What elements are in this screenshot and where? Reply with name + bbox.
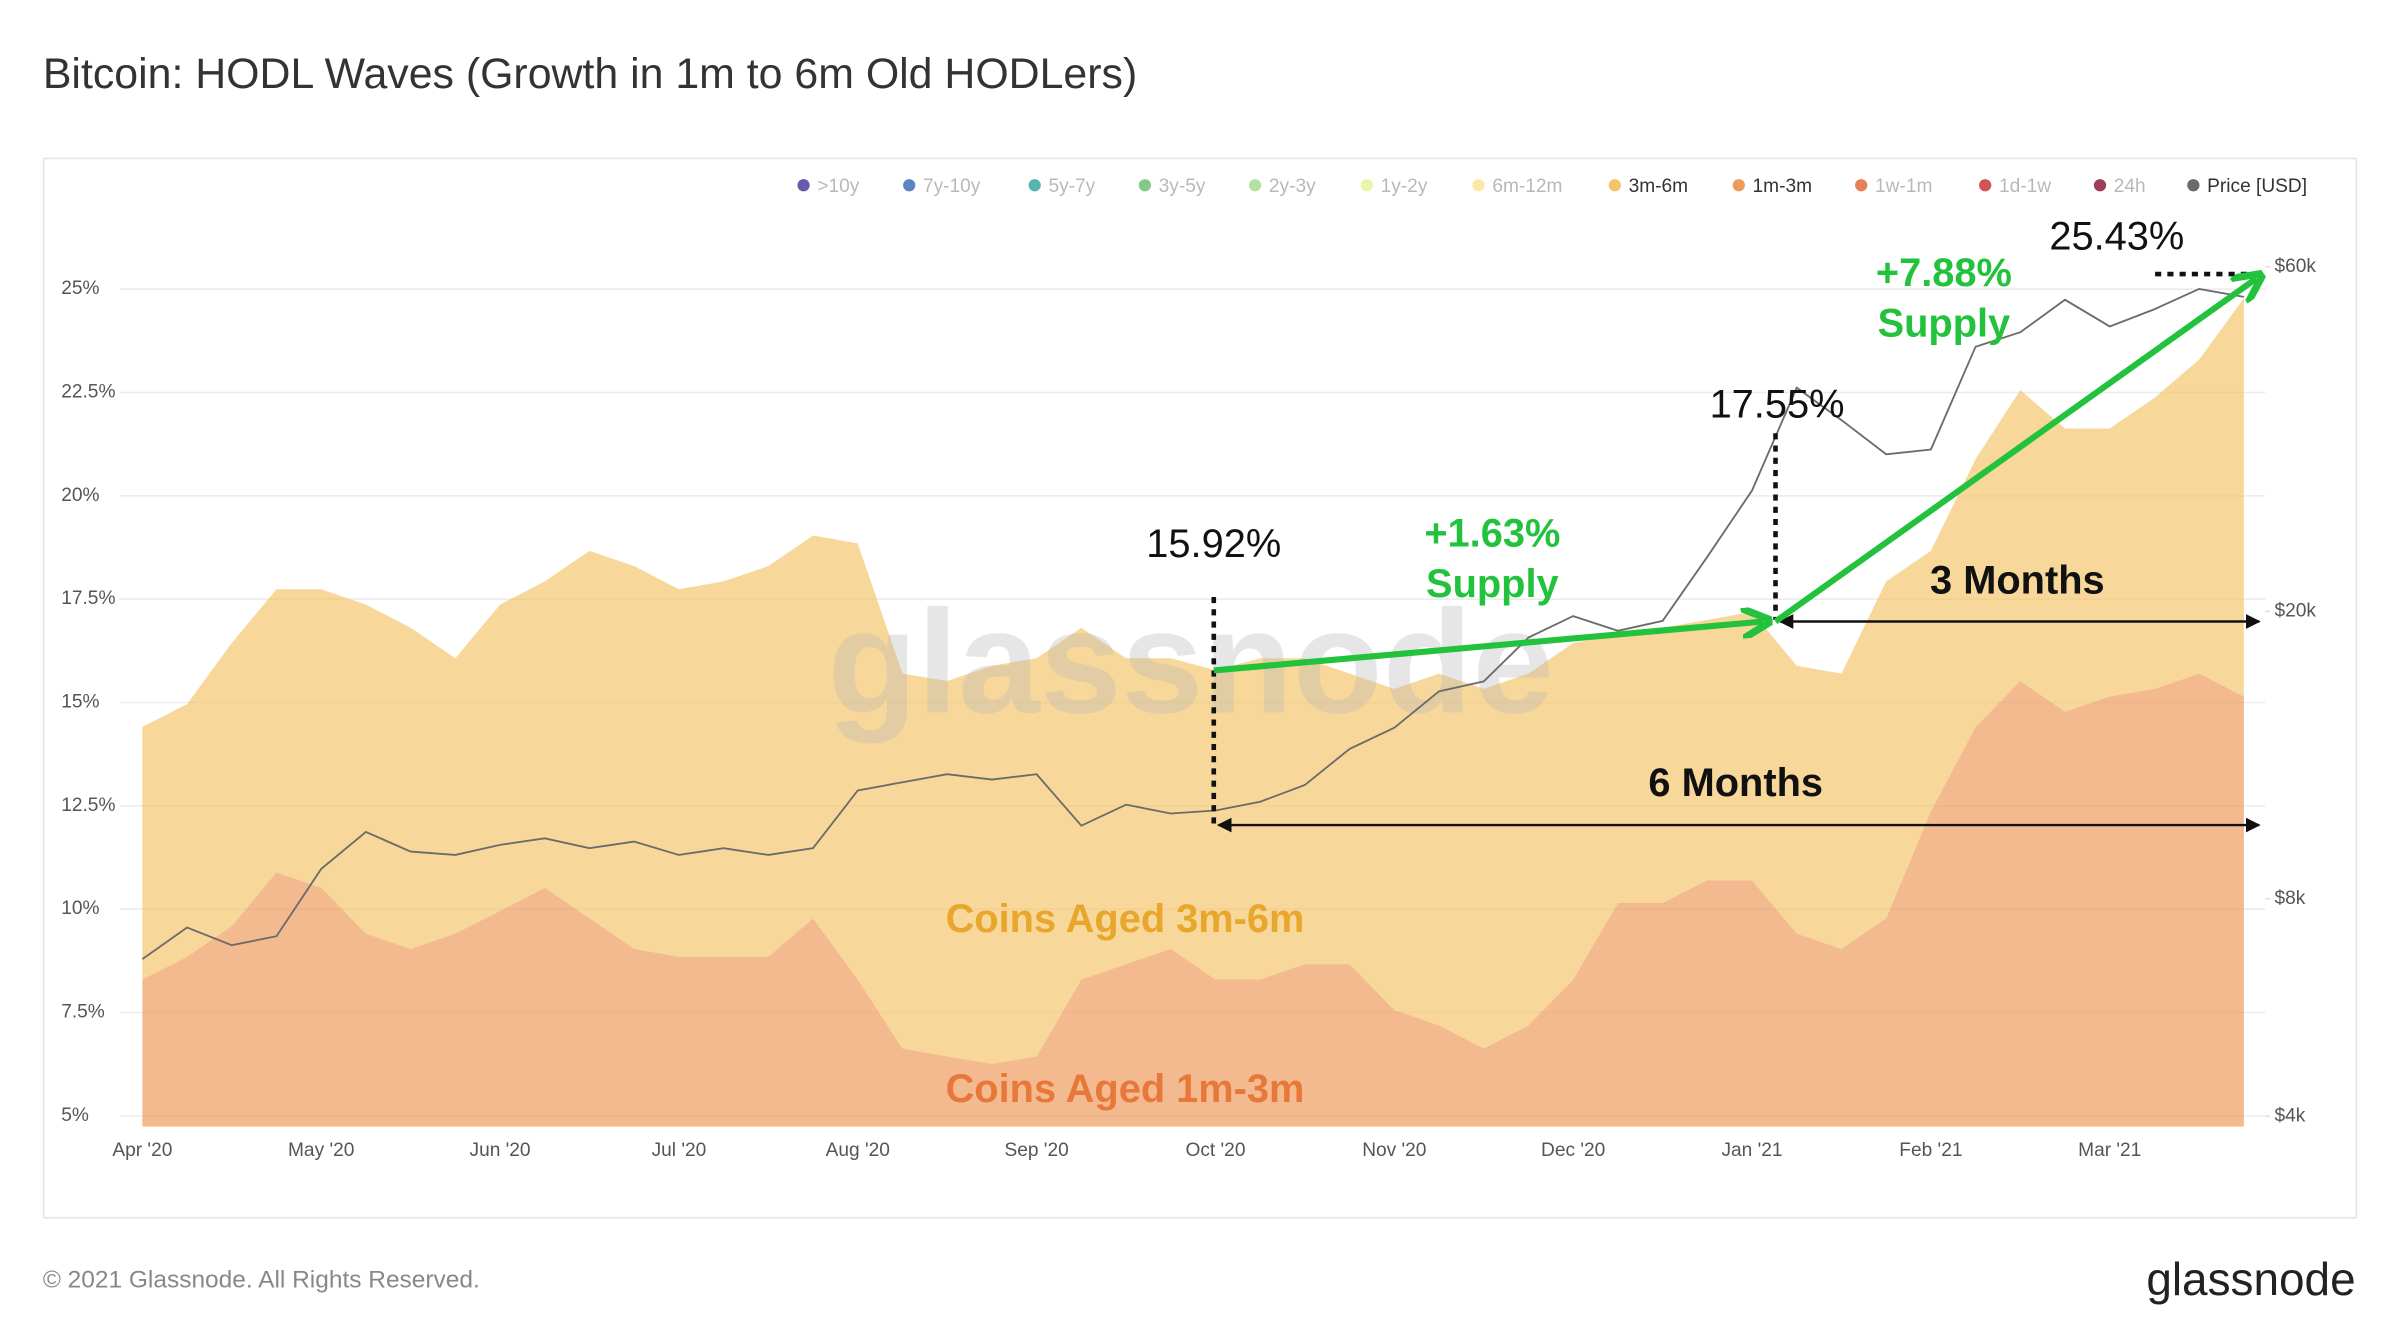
legend-marker (1732, 179, 1745, 192)
copyright: © 2021 Glassnode. All Rights Reserved. (43, 1267, 480, 1294)
growth-arrow (1773, 279, 2257, 624)
legend-label: 2y-3y (1269, 176, 1316, 197)
watermark: glassnode (827, 580, 1554, 744)
x-tick-label: Feb '21 (1899, 1140, 1962, 1161)
annotation: Coins Aged 3m-6m (946, 897, 1305, 941)
price-line (141, 287, 2245, 960)
labels: 5% 7.5% 10% 12.5% 15% 17.5% 20% 22.5% 25% $4k $8k $… (61, 176, 2316, 1161)
legend-label: 3m-6m (1629, 176, 1689, 197)
legend-marker (1360, 179, 1373, 192)
annotation: Supply (1878, 302, 2011, 346)
y-tick-label: 12.5% (61, 795, 115, 816)
x-tick-label: Oct '20 (1185, 1140, 1245, 1161)
logo: glassnode (2146, 1253, 2355, 1305)
y-tick-label: 5% (61, 1105, 89, 1126)
legend-marker (1028, 179, 1041, 192)
legend-marker (1979, 179, 1992, 192)
legend-marker (1855, 179, 1868, 192)
annotation: +1.63% (1424, 511, 1560, 555)
x-tick-label: Sep '20 (1004, 1140, 1068, 1161)
legend-marker (903, 179, 916, 192)
y-tick-label: 7.5% (61, 1002, 105, 1023)
area (142, 298, 2244, 1064)
chart-frame (42, 157, 2358, 1219)
legend-label: >10y (817, 176, 859, 197)
y-tick-label: 25% (61, 278, 99, 299)
annotation: Coins Aged 1m-3m (946, 1067, 1305, 1111)
y2-tick-label: $20k (2274, 600, 2316, 621)
legend-marker (797, 179, 810, 192)
growth-arrow (1213, 621, 1763, 674)
x-tick-label: Mar '21 (2078, 1140, 2141, 1161)
y2-tick-label: $60k (2274, 256, 2316, 277)
x-tick-label: Dec '20 (1541, 1140, 1605, 1161)
y-tick-label: 15% (61, 692, 99, 713)
legend-label: 6m-12m (1492, 176, 1562, 197)
annotation: 6 Months (1648, 761, 1823, 805)
x-tick-label: Aug '20 (826, 1140, 890, 1161)
legend-label: 24h (2114, 176, 2146, 197)
annotation: 3 Months (1930, 559, 2105, 603)
annotation: 17.55% (1710, 383, 1845, 427)
legend-label: 5y-7y (1048, 176, 1095, 197)
y-tick-label: 22.5% (61, 382, 115, 403)
legend-label: Price [USD] (2207, 176, 2307, 197)
area (142, 673, 2244, 1127)
chart-title: Bitcoin: HODL Waves (Growth in 1m to 6m … (43, 50, 1137, 98)
price-layer (141, 287, 2245, 960)
legend-marker (1248, 179, 1262, 192)
legend-label: 1y-2y (1381, 176, 1428, 197)
y-tick-label: 17.5% (61, 588, 115, 609)
legend-label: 7y-10y (923, 176, 981, 197)
legend-label: 1w-1m (1875, 176, 1932, 197)
annotation: +7.88% (1876, 251, 2012, 295)
y2-tick-label: $4k (2274, 1105, 2305, 1126)
x-tick-label: Apr '20 (112, 1140, 172, 1161)
plot-area (142, 298, 2244, 1127)
x-tick-label: Nov '20 (1362, 1140, 1426, 1161)
legend-label: 1d-1w (1999, 176, 2051, 197)
x-tick-label: May '20 (288, 1140, 354, 1161)
legend-marker (2093, 179, 2107, 192)
y-tick-label: 20% (61, 485, 99, 506)
legend-marker (2187, 179, 2200, 192)
annotation-shapes (1211, 274, 2262, 833)
x-tick-label: Jan '21 (1721, 1140, 1782, 1161)
legend-marker (1472, 179, 1485, 192)
y2-tick-label: $8k (2274, 888, 2305, 909)
annotation: 25.43% (2049, 214, 2184, 258)
y-tick-label: 10% (61, 898, 99, 919)
annotation: 15.92% (1146, 522, 1281, 566)
annotation: Supply (1426, 562, 1559, 606)
legend-marker (1138, 179, 1152, 192)
x-tick-label: Jul '20 (652, 1140, 707, 1161)
legend-marker (1608, 179, 1621, 192)
legend-label: 1m-3m (1753, 176, 1813, 197)
legend-label: 3y-5y (1159, 176, 1206, 197)
x-tick-label: Jun '20 (470, 1140, 531, 1161)
